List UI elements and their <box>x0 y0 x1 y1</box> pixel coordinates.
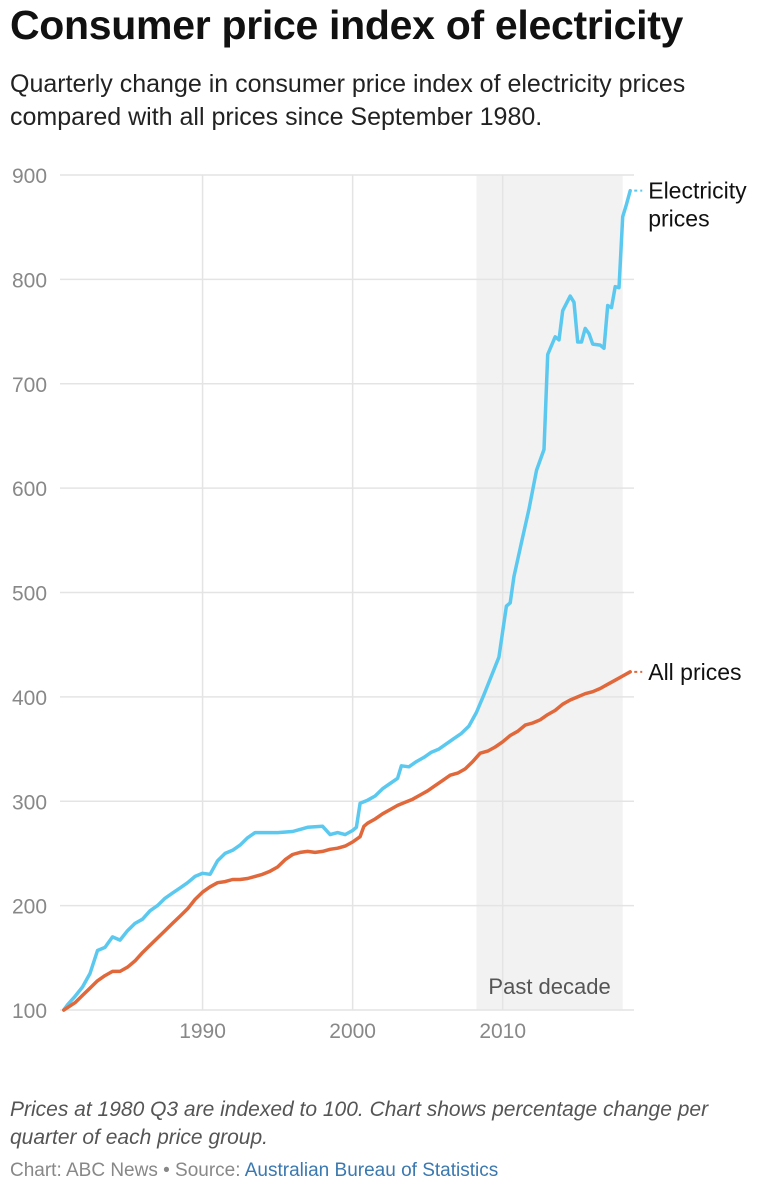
shaded-region-label: Past decade <box>488 974 610 999</box>
series-label-electricity-prices: Electricity prices <box>648 178 747 232</box>
series-label-line-electricity-prices-1: Electricity <box>648 178 747 204</box>
y-tick-label-700: 700 <box>12 374 47 397</box>
labels-layer: Past decade 100 200 300 400 500 600 700 800 900 19… <box>12 165 747 1043</box>
line-chart: Past decade 100 200 300 400 500 600 700 800 900 19… <box>12 165 747 1043</box>
series-label-line-all-prices-1: All prices <box>648 659 741 685</box>
chart-credit: Chart: ABC News • Source: Australian Bur… <box>10 1160 498 1182</box>
y-tick-label-600: 600 <box>12 478 47 501</box>
y-tick-label-100: 100 <box>12 1000 47 1023</box>
chart-footnote: Prices at 1980 Q3 are indexed to 100. Ch… <box>10 1098 709 1149</box>
y-tick-label-200: 200 <box>12 896 47 919</box>
x-tick-label-2010: 2010 <box>479 1020 526 1043</box>
y-tick-label-400: 400 <box>12 687 47 710</box>
series-line-electricity-prices <box>62 188 632 1012</box>
y-tick-label-500: 500 <box>12 583 47 606</box>
series-line-all-prices <box>62 670 632 1012</box>
series-label-line-electricity-prices-2: prices <box>648 206 709 232</box>
series-layer <box>62 188 643 1012</box>
source-link[interactable]: Australian Bureau of Statistics <box>244 1160 499 1181</box>
gridlines-layer <box>60 174 634 1011</box>
x-tick-label-2000: 2000 <box>329 1020 376 1043</box>
chart-title: Consumer price index of electricity <box>10 2 684 48</box>
y-tick-label-800: 800 <box>12 269 47 292</box>
y-tick-label-300: 300 <box>12 791 47 814</box>
series-label-all-prices: All prices <box>648 659 741 685</box>
chart-subtitle: Quarterly change in consumer price index… <box>10 70 686 131</box>
y-tick-label-900: 900 <box>12 165 47 188</box>
x-tick-label-1990: 1990 <box>179 1020 226 1043</box>
credit-prefix: Chart: ABC News • Source: <box>10 1160 245 1181</box>
